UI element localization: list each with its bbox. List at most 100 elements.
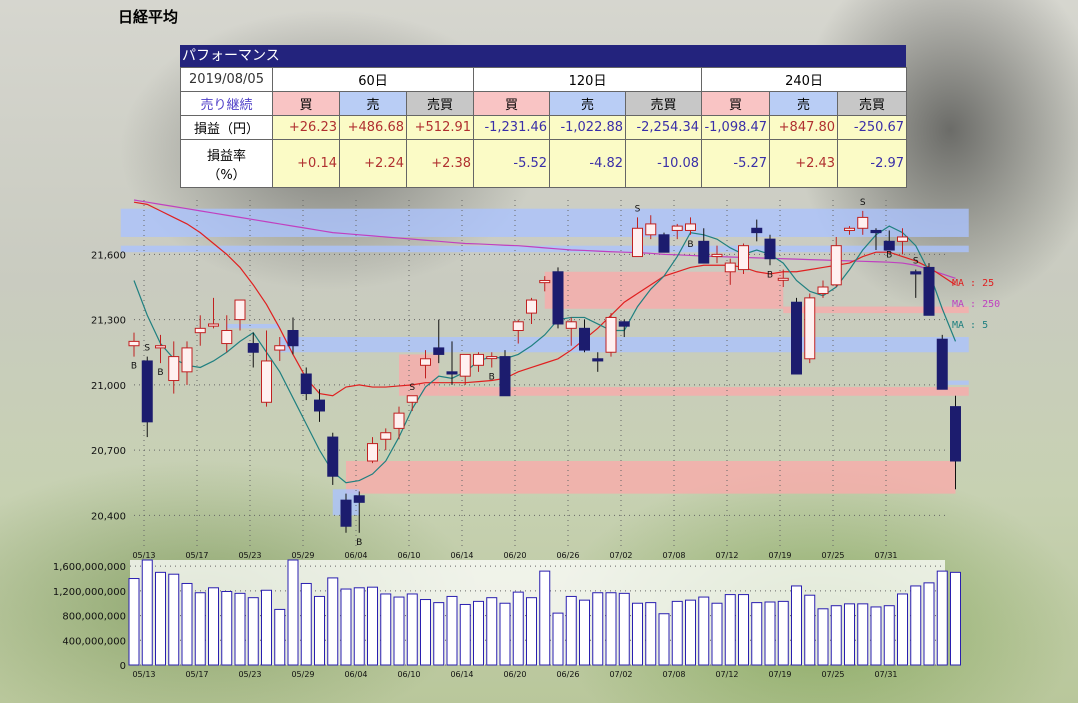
pnl-cell: +512.91 bbox=[405, 115, 475, 140]
candle-body bbox=[592, 358, 604, 362]
volume-bar bbox=[804, 594, 816, 666]
candle-body bbox=[261, 360, 272, 403]
date-tick-label: 07/19 bbox=[768, 551, 791, 560]
volume-bar bbox=[950, 571, 961, 666]
volume-bar bbox=[777, 600, 789, 666]
candle-body bbox=[910, 271, 922, 275]
volume-bar bbox=[579, 599, 590, 666]
signal-marker: S bbox=[635, 204, 641, 214]
candle-body bbox=[512, 321, 524, 331]
volume-bar bbox=[897, 593, 908, 666]
signal-marker: S bbox=[409, 383, 415, 393]
volume-bar bbox=[473, 600, 484, 666]
candle-body bbox=[552, 271, 564, 325]
signal-marker: B bbox=[356, 538, 362, 548]
candle-body bbox=[632, 227, 643, 258]
volume-bar bbox=[433, 602, 445, 666]
ma25-line bbox=[133, 201, 956, 397]
date-tick-label: 05/29 bbox=[291, 551, 314, 560]
pnl-rate-row: 損益率 （%） +0.14 +2.24 +2.38 -5.52 -4.82 -10… bbox=[180, 139, 908, 188]
subcol-sell: 売 bbox=[769, 91, 839, 116]
volume-bar bbox=[738, 594, 749, 666]
subcol-buy: 買 bbox=[473, 91, 551, 116]
volume-bar bbox=[632, 602, 643, 666]
volume-bar bbox=[870, 606, 882, 666]
pnl-cell: -2,254.34 bbox=[625, 115, 703, 140]
candle-body bbox=[844, 227, 855, 231]
candle-body bbox=[526, 299, 537, 314]
signal-marker: B bbox=[687, 240, 693, 250]
volume-bar bbox=[658, 613, 670, 666]
volume-bar bbox=[234, 592, 246, 666]
volume-bar bbox=[526, 597, 537, 666]
signal-marker: S bbox=[860, 198, 866, 208]
zone-band bbox=[120, 208, 969, 237]
candle-body bbox=[698, 240, 710, 264]
date-tick-label: 06/04 bbox=[344, 551, 367, 560]
volume-bar bbox=[380, 593, 392, 666]
pnl-cell: +847.80 bbox=[769, 115, 839, 140]
ma250-line bbox=[133, 199, 956, 279]
pnl-rate-label-a: 損益率 bbox=[206, 148, 246, 164]
volume-bar bbox=[645, 602, 657, 666]
zone-band bbox=[399, 354, 439, 396]
candle-body bbox=[565, 321, 577, 329]
volume-bar bbox=[685, 599, 696, 666]
ma5-line bbox=[133, 225, 957, 484]
volume-bar bbox=[261, 589, 272, 666]
candle-body bbox=[247, 343, 259, 353]
pnl-rate-cell: -4.82 bbox=[549, 139, 627, 188]
price-tick-label: 21,300 bbox=[91, 316, 126, 327]
candle-body bbox=[817, 286, 829, 295]
volume-bar bbox=[194, 592, 206, 666]
volume-bar bbox=[247, 597, 259, 666]
signal-marker: B bbox=[131, 362, 137, 372]
candle-body bbox=[499, 356, 511, 397]
volume-date-tick-label: 07/19 bbox=[768, 670, 791, 679]
candle-body bbox=[724, 262, 736, 273]
candle-body bbox=[605, 316, 617, 353]
candle-body bbox=[804, 297, 816, 360]
candle-body bbox=[486, 356, 498, 360]
candle-body bbox=[883, 240, 895, 251]
candle-body bbox=[618, 321, 630, 327]
candle-body bbox=[300, 373, 312, 395]
period-240: 240日 bbox=[701, 67, 908, 92]
subcol-buysell: 売買 bbox=[837, 91, 908, 116]
date-tick-label: 05/13 bbox=[132, 551, 155, 560]
price-tick-label: 20,400 bbox=[91, 511, 126, 522]
volume-date-tick-label: 05/17 bbox=[185, 670, 208, 679]
price-tick-label: 20,700 bbox=[91, 446, 126, 457]
volume-date-tick-label: 07/02 bbox=[609, 670, 632, 679]
pnl-row: 損益（円） +26.23 +486.68 +512.91 -1,231.46 -… bbox=[180, 115, 908, 140]
candle-body bbox=[194, 327, 206, 334]
volume-bar bbox=[751, 602, 763, 666]
zone-band bbox=[226, 323, 280, 329]
candle-body bbox=[539, 279, 551, 284]
pnl-rate-cell: +2.24 bbox=[339, 139, 407, 188]
volume-bar bbox=[592, 592, 604, 666]
candle-body bbox=[327, 436, 339, 477]
date-tick-label: 05/17 bbox=[185, 551, 208, 560]
candle-body bbox=[923, 266, 935, 316]
candle-body bbox=[340, 499, 352, 527]
performance-panel: パフォーマンス 2019/08/05 60日 120日 240日 売り継続 買 … bbox=[180, 45, 908, 188]
volume-bar bbox=[512, 591, 524, 666]
volume-bar bbox=[817, 608, 829, 666]
ma-legend-label: MA : 5 bbox=[952, 320, 988, 331]
volume-tick-label: 0 bbox=[120, 661, 126, 672]
candle-body bbox=[208, 323, 219, 327]
signal-marker: B bbox=[767, 270, 773, 280]
volume-bar bbox=[698, 596, 710, 666]
pnl-rate-cell: -5.52 bbox=[473, 139, 551, 188]
date-tick-label: 05/23 bbox=[238, 551, 261, 560]
volume-bar bbox=[314, 595, 325, 666]
candle-body bbox=[870, 229, 882, 234]
volume-bar bbox=[340, 588, 352, 666]
candle-body bbox=[764, 238, 776, 260]
volume-bar bbox=[181, 582, 193, 666]
date-tick-label: 06/14 bbox=[450, 551, 473, 560]
volume-bar bbox=[724, 594, 736, 666]
zone-band bbox=[279, 337, 969, 353]
